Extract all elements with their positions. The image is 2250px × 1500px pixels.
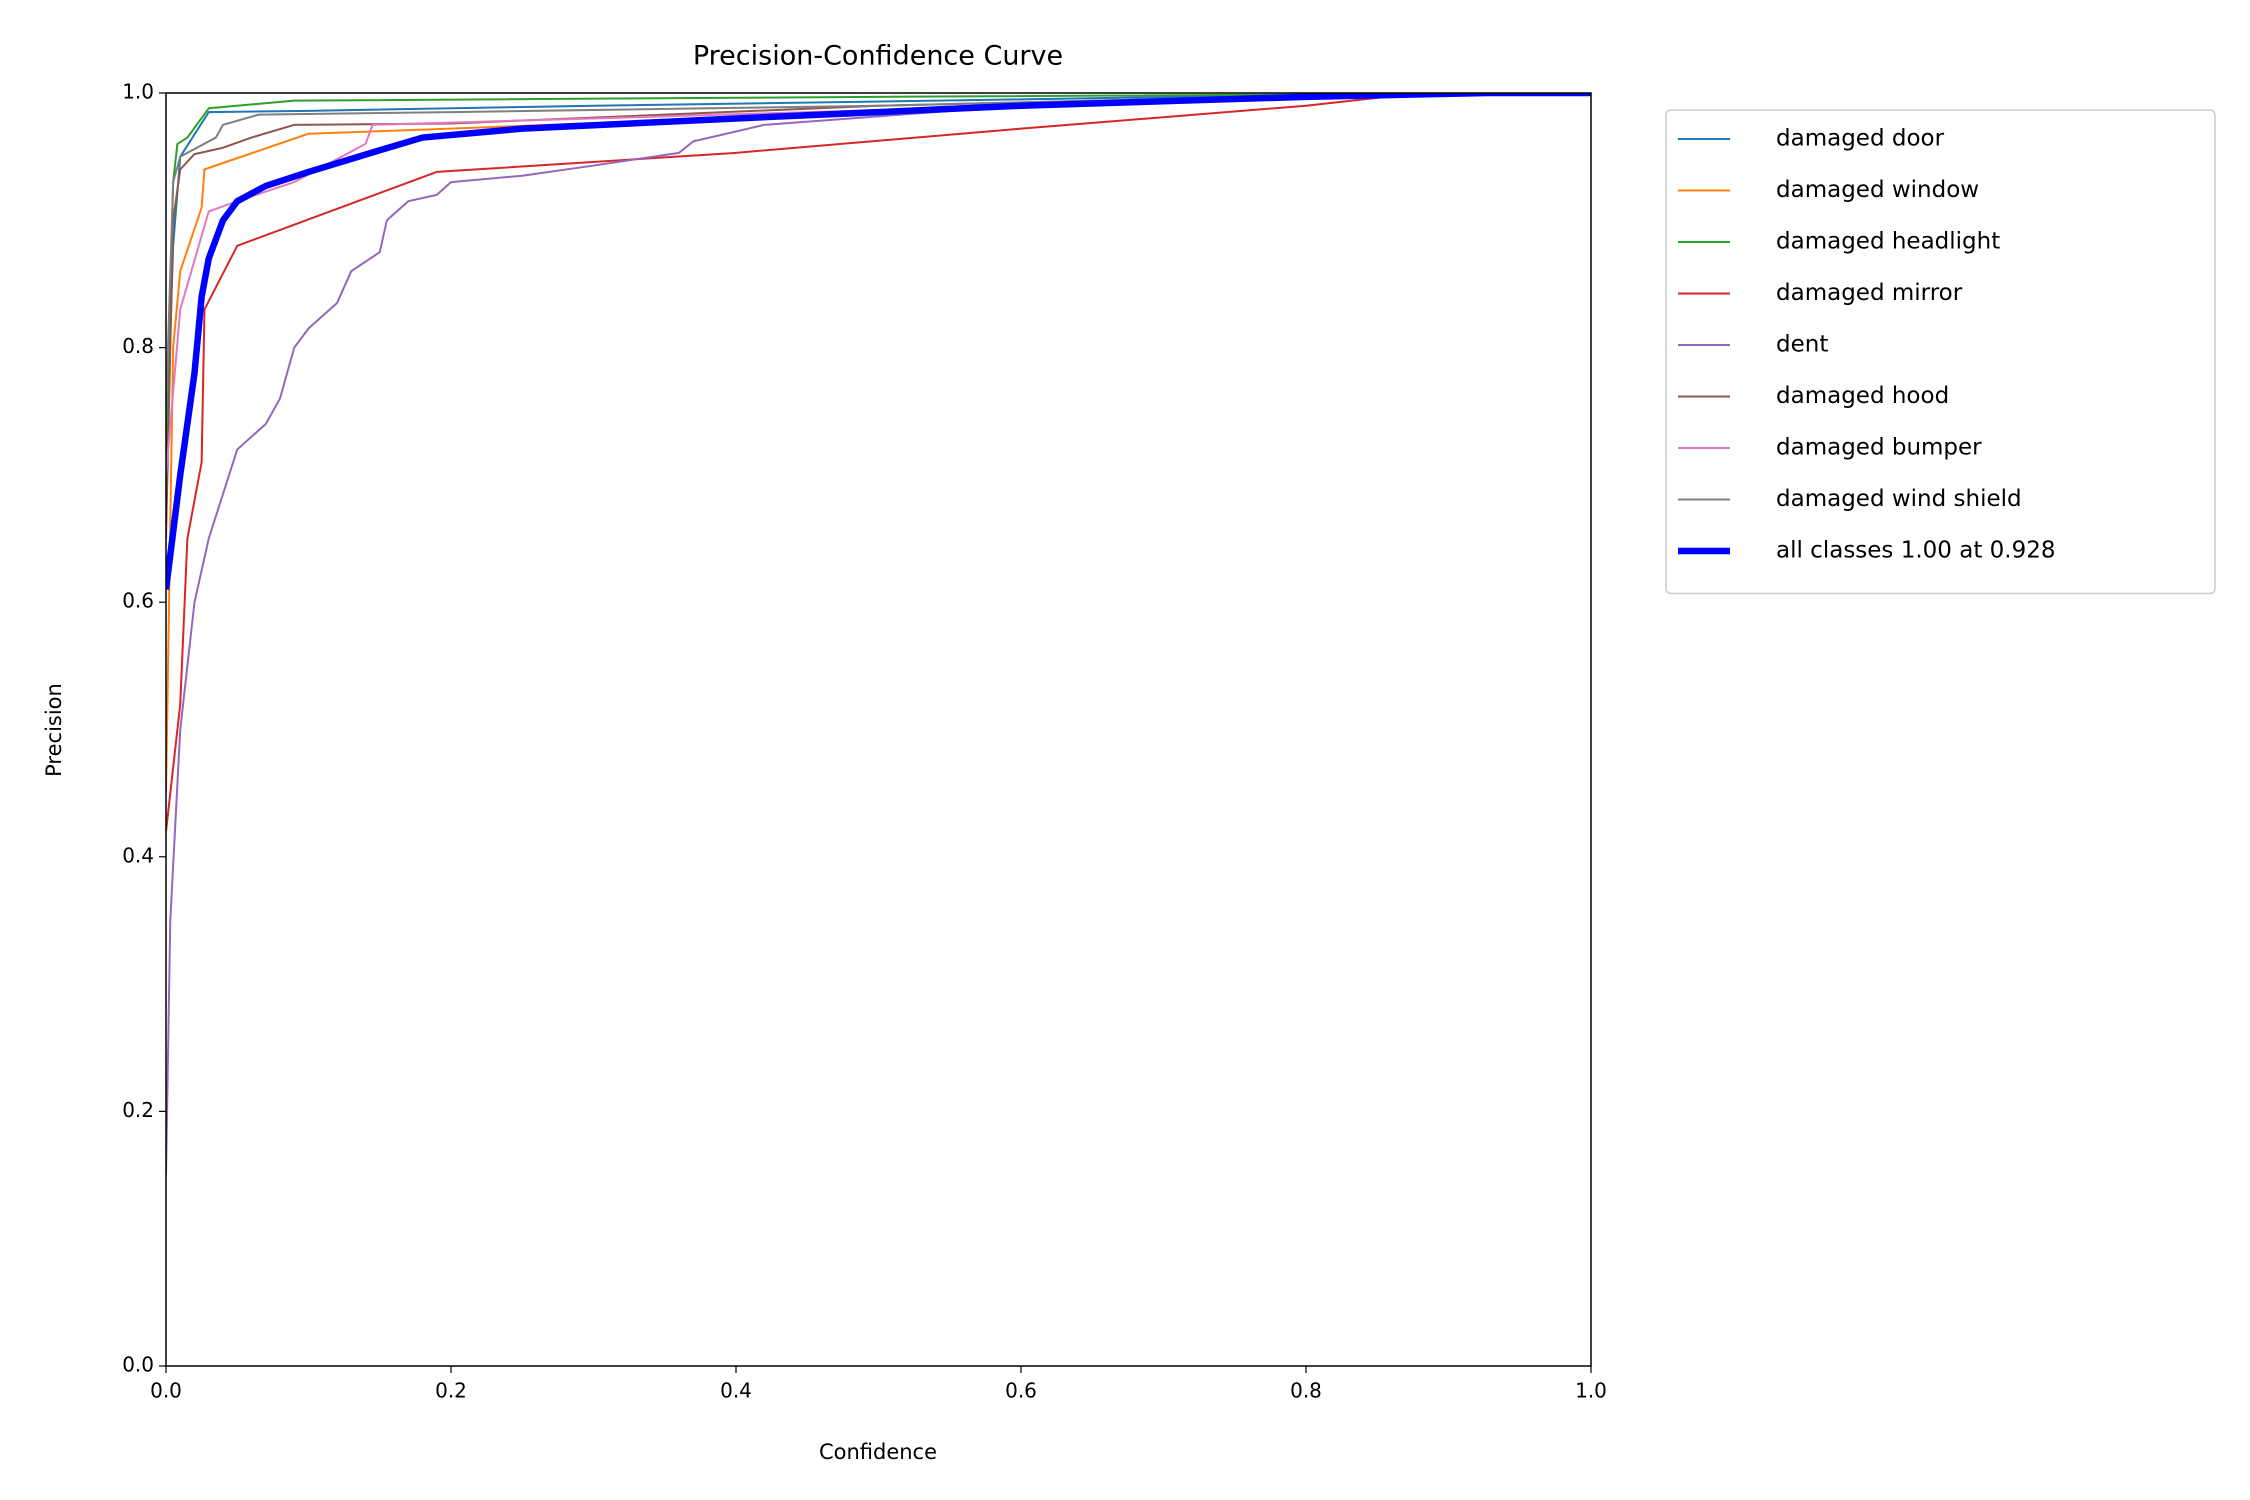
legend-label: damaged mirror (1776, 280, 1963, 306)
series-line (166, 93, 1591, 475)
series-line (166, 93, 1591, 539)
y-tick-label: 0.4 (122, 843, 154, 867)
x-axis-label: Confidence (819, 1440, 937, 1464)
chart-title: Precision-Confidence Curve (693, 41, 1063, 72)
x-tick-label: 0.4 (720, 1379, 752, 1403)
legend-box (1665, 109, 2216, 595)
y-tick-label: 0.6 (122, 589, 154, 613)
series-line (166, 93, 1591, 794)
legend-label: damaged bumper (1776, 435, 1982, 461)
x-tick-label: 0.0 (150, 1379, 182, 1403)
y-tick-label: 1.0 (122, 80, 154, 104)
legend-label: damaged headlight (1776, 229, 2000, 255)
series-line (166, 93, 1591, 832)
x-tick-label: 1.0 (1575, 1379, 1607, 1403)
legend-label: damaged hood (1776, 383, 1949, 409)
x-tick-label: 0.2 (435, 1379, 467, 1403)
x-tick-label: 0.6 (1005, 1379, 1037, 1403)
y-axis-label: Precision (42, 683, 66, 777)
x-tick-label: 0.8 (1290, 1379, 1322, 1403)
series-line (166, 93, 1591, 1176)
y-tick-label: 0.2 (122, 1098, 154, 1122)
series-line (166, 93, 1591, 590)
y-tick-label: 0.0 (122, 1353, 154, 1377)
legend-label: damaged window (1776, 177, 1979, 203)
plot-frame (165, 92, 1592, 1367)
y-tick-label: 0.8 (122, 334, 154, 358)
legend-label: all classes 1.00 at 0.928 (1776, 538, 2056, 564)
legend-label: damaged door (1776, 126, 1945, 152)
legend-label: damaged wind shield (1776, 486, 2022, 512)
legend-label: dent (1776, 332, 1828, 358)
